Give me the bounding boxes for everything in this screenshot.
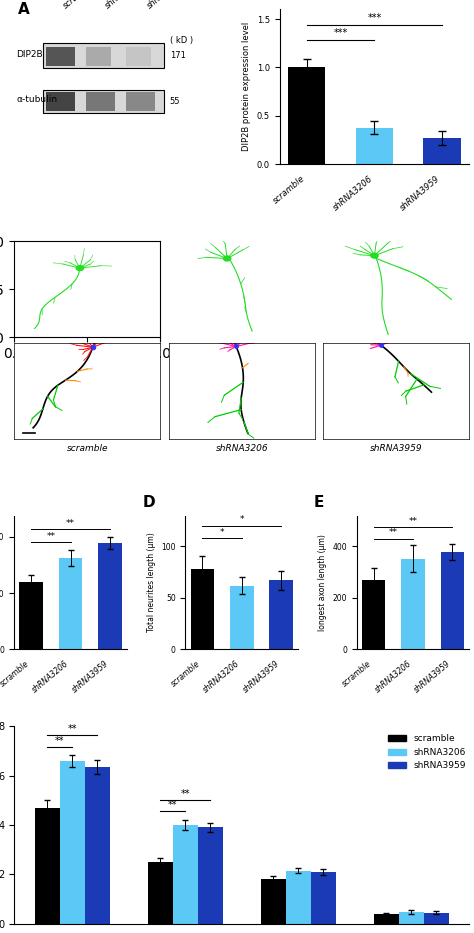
Text: shRNA3959: shRNA3959 [145, 0, 188, 11]
Bar [46, 92, 75, 111]
Bar [286, 870, 310, 924]
Bar [310, 871, 336, 924]
Bar [374, 914, 399, 924]
Text: ( kD ): ( kD ) [170, 36, 193, 46]
Bar [261, 879, 286, 924]
Text: A: A [18, 2, 30, 17]
Text: ***: *** [334, 28, 348, 38]
Text: 55: 55 [170, 97, 180, 106]
Text: **: ** [181, 789, 190, 799]
Text: **: ** [168, 801, 178, 810]
Bar [43, 44, 164, 68]
Bar [148, 862, 173, 924]
Text: **: ** [66, 519, 75, 527]
Bar [230, 586, 254, 649]
Bar [43, 90, 164, 113]
Text: DIP2B: DIP2B [16, 49, 43, 59]
Polygon shape [76, 266, 83, 271]
Bar [19, 582, 43, 649]
Bar [173, 825, 198, 924]
Legend: scramble, shRNA3206, shRNA3959: scramble, shRNA3206, shRNA3959 [384, 731, 469, 774]
Text: D: D [143, 495, 155, 510]
Bar [86, 92, 115, 111]
Polygon shape [371, 253, 378, 258]
Bar [85, 767, 109, 924]
Bar [198, 828, 222, 924]
Bar [356, 128, 393, 164]
Bar [98, 543, 122, 649]
Text: scramble: scramble [62, 0, 97, 11]
Bar [86, 47, 111, 66]
Text: **: ** [55, 736, 64, 746]
Bar [424, 912, 448, 924]
Bar [60, 761, 85, 924]
Text: *: * [220, 528, 224, 536]
Bar [362, 580, 385, 649]
Bar [423, 138, 461, 164]
Text: shRNA3959: shRNA3959 [370, 444, 423, 453]
Y-axis label: DIP2B protein expression level: DIP2B protein expression level [242, 22, 251, 151]
Polygon shape [224, 257, 231, 261]
Y-axis label: Total neurites length (μm): Total neurites length (μm) [146, 533, 155, 633]
Bar [269, 580, 293, 649]
Text: scramble: scramble [66, 444, 108, 453]
Bar [399, 912, 424, 924]
Text: 171: 171 [170, 51, 185, 61]
Bar [440, 552, 464, 649]
Bar [126, 47, 151, 66]
Text: ***: *** [367, 13, 382, 23]
Text: shRNA3206: shRNA3206 [215, 444, 268, 453]
Bar [35, 808, 60, 924]
Bar [59, 558, 82, 649]
Text: **: ** [46, 532, 55, 541]
Text: α-tubulin: α-tubulin [16, 95, 57, 104]
Bar [191, 569, 214, 649]
Bar [288, 67, 326, 164]
Text: **: ** [389, 528, 398, 537]
Text: B: B [17, 244, 29, 259]
Text: **: ** [409, 517, 418, 526]
Text: **: ** [67, 724, 77, 733]
Bar [401, 559, 425, 649]
Text: shRNA3206: shRNA3206 [103, 0, 146, 11]
Bar [126, 92, 155, 111]
Bar [46, 47, 75, 66]
Text: *: * [239, 516, 244, 524]
Text: E: E [314, 495, 324, 510]
Y-axis label: longest axon length (μm): longest axon length (μm) [318, 534, 327, 631]
